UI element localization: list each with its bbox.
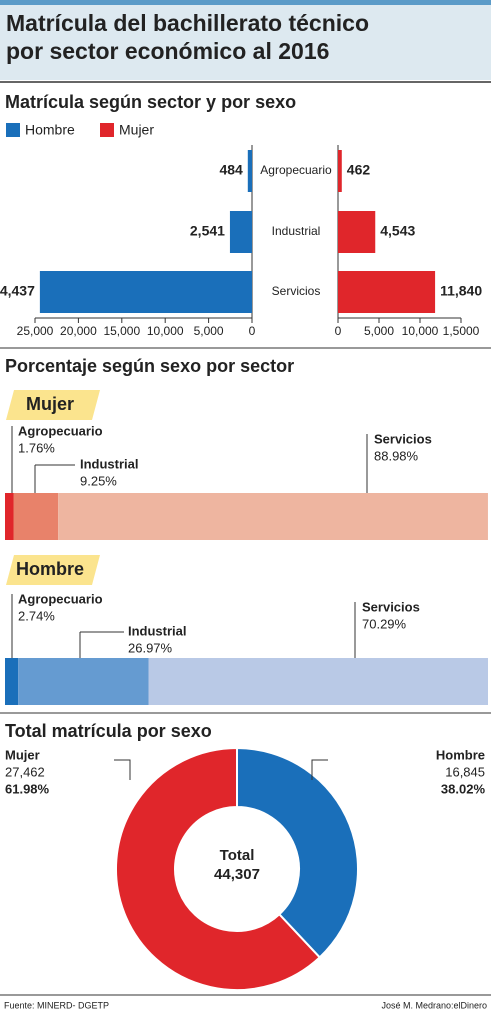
section-title: Total matrícula por sexo: [5, 721, 212, 741]
bar-segment: [5, 493, 14, 540]
title-line: por sector económico al 2016: [6, 38, 329, 64]
category-label: Servicios: [272, 284, 321, 298]
credit: José M. Medrano:elDinero: [381, 1000, 487, 1010]
category-label: Agropecuario: [260, 163, 332, 177]
series-tag: [6, 555, 100, 585]
leader: [114, 759, 131, 780]
value-label: 462: [347, 162, 371, 178]
legend-label: Hombre: [25, 122, 75, 138]
bar-segment: [5, 658, 19, 705]
bar-segment: [13, 493, 59, 540]
title-line: Matrícula del bachillerato técnico: [6, 10, 369, 36]
leader: [311, 759, 328, 780]
total-label: 44,307: [214, 866, 260, 883]
percent-label: 38.02%: [441, 781, 486, 796]
category-label: Industrial: [128, 623, 187, 638]
value-label: 88.98%: [374, 448, 419, 463]
series-tag-label: Mujer: [26, 394, 74, 414]
x-tick-label: 5,000: [364, 324, 394, 338]
value-label: 11,840: [440, 283, 482, 299]
value-label: 16,845: [445, 764, 485, 779]
value-label: 26.97%: [128, 640, 173, 655]
category-label: Agropecuario: [18, 423, 103, 438]
donut-slice: [236, 746, 359, 959]
x-tick-label: 10,000: [147, 324, 184, 338]
bar-segment: [18, 658, 149, 705]
x-tick-label: 20,000: [60, 324, 97, 338]
header-bg: [0, 0, 491, 80]
percent-label: 61.98%: [5, 781, 50, 796]
bar: [338, 271, 436, 313]
category-label: Servicios: [374, 431, 432, 446]
x-tick-label: 0: [249, 324, 256, 338]
section-title: Porcentaje según sexo por sector: [5, 356, 294, 376]
donut-slice: [115, 746, 322, 991]
legend-label: Mujer: [119, 122, 154, 138]
value-label: 2.74%: [18, 608, 55, 623]
header-stripe: [0, 0, 491, 5]
bar-segment: [58, 493, 488, 540]
value-label: 1.76%: [18, 440, 55, 455]
value-label: 484: [219, 162, 243, 178]
x-tick-label: 0: [335, 324, 342, 338]
x-tick-label: 25,000: [17, 324, 54, 338]
bar: [338, 211, 376, 253]
legend-swatch: [100, 123, 114, 137]
bar: [229, 211, 252, 253]
bar-segment: [148, 658, 488, 705]
x-tick-label: 10,000: [402, 324, 439, 338]
section-title: Matrícula según sector y por sexo: [5, 92, 296, 112]
value-label: 70.29%: [362, 616, 407, 631]
x-tick-label: 1,5000: [443, 324, 480, 338]
bar: [39, 271, 252, 313]
center-label: Total: [220, 847, 255, 864]
legend-swatch: [6, 123, 20, 137]
value-label: 24,437: [0, 283, 35, 299]
category-label: Mujer: [5, 747, 40, 762]
category-label: Agropecuario: [18, 591, 103, 606]
x-tick-label: 15,000: [103, 324, 140, 338]
bar: [338, 150, 342, 192]
value-label: 2,541: [190, 223, 225, 239]
category-label: Hombre: [436, 747, 485, 762]
series-tag: [6, 390, 100, 420]
bar: [247, 150, 252, 192]
value-label: 9.25%: [80, 473, 117, 488]
x-tick-label: 5,000: [194, 324, 224, 338]
category-label: Industrial: [80, 456, 139, 471]
value-label: 4,543: [380, 223, 415, 239]
category-label: Industrial: [272, 224, 321, 238]
value-label: 27,462: [5, 764, 45, 779]
series-tag-label: Hombre: [16, 559, 84, 579]
category-label: Servicios: [362, 599, 420, 614]
source: Fuente: MINERD- DGETP: [4, 1000, 109, 1010]
